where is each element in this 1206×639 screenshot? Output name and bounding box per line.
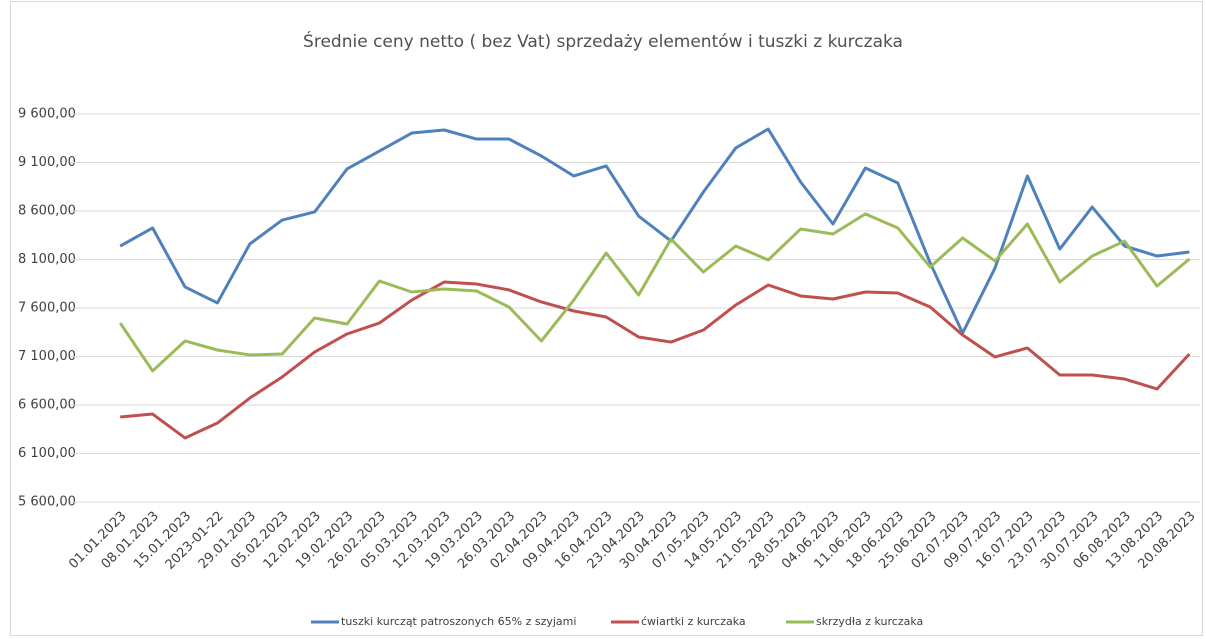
y-tick-label: 9 600,00 <box>18 107 76 122</box>
y-tick-label: 9 100,00 <box>18 155 76 170</box>
y-tick-label: 8 600,00 <box>18 204 76 219</box>
series-line <box>119 127 1190 335</box>
y-tick-label: 7 600,00 <box>18 301 76 316</box>
legend-label: ćwiartki z kurczaka <box>641 615 746 628</box>
chart-title: Średnie ceny netto ( bez Vat) sprzedaży … <box>303 30 903 52</box>
legend-label: tuszki kurcząt patroszonych 65% z szyjam… <box>341 615 576 628</box>
y-tick-label: 7 100,00 <box>18 349 76 364</box>
legend-label: skrzydła z kurczaka <box>816 615 923 628</box>
y-tick-label: 5 600,00 <box>18 495 76 510</box>
y-tick-label: 6 600,00 <box>18 398 76 413</box>
y-tick-label: 6 100,00 <box>18 446 76 461</box>
y-tick-label: 8 100,00 <box>18 252 76 267</box>
series-line <box>118 212 1191 373</box>
series-line <box>120 280 1191 440</box>
